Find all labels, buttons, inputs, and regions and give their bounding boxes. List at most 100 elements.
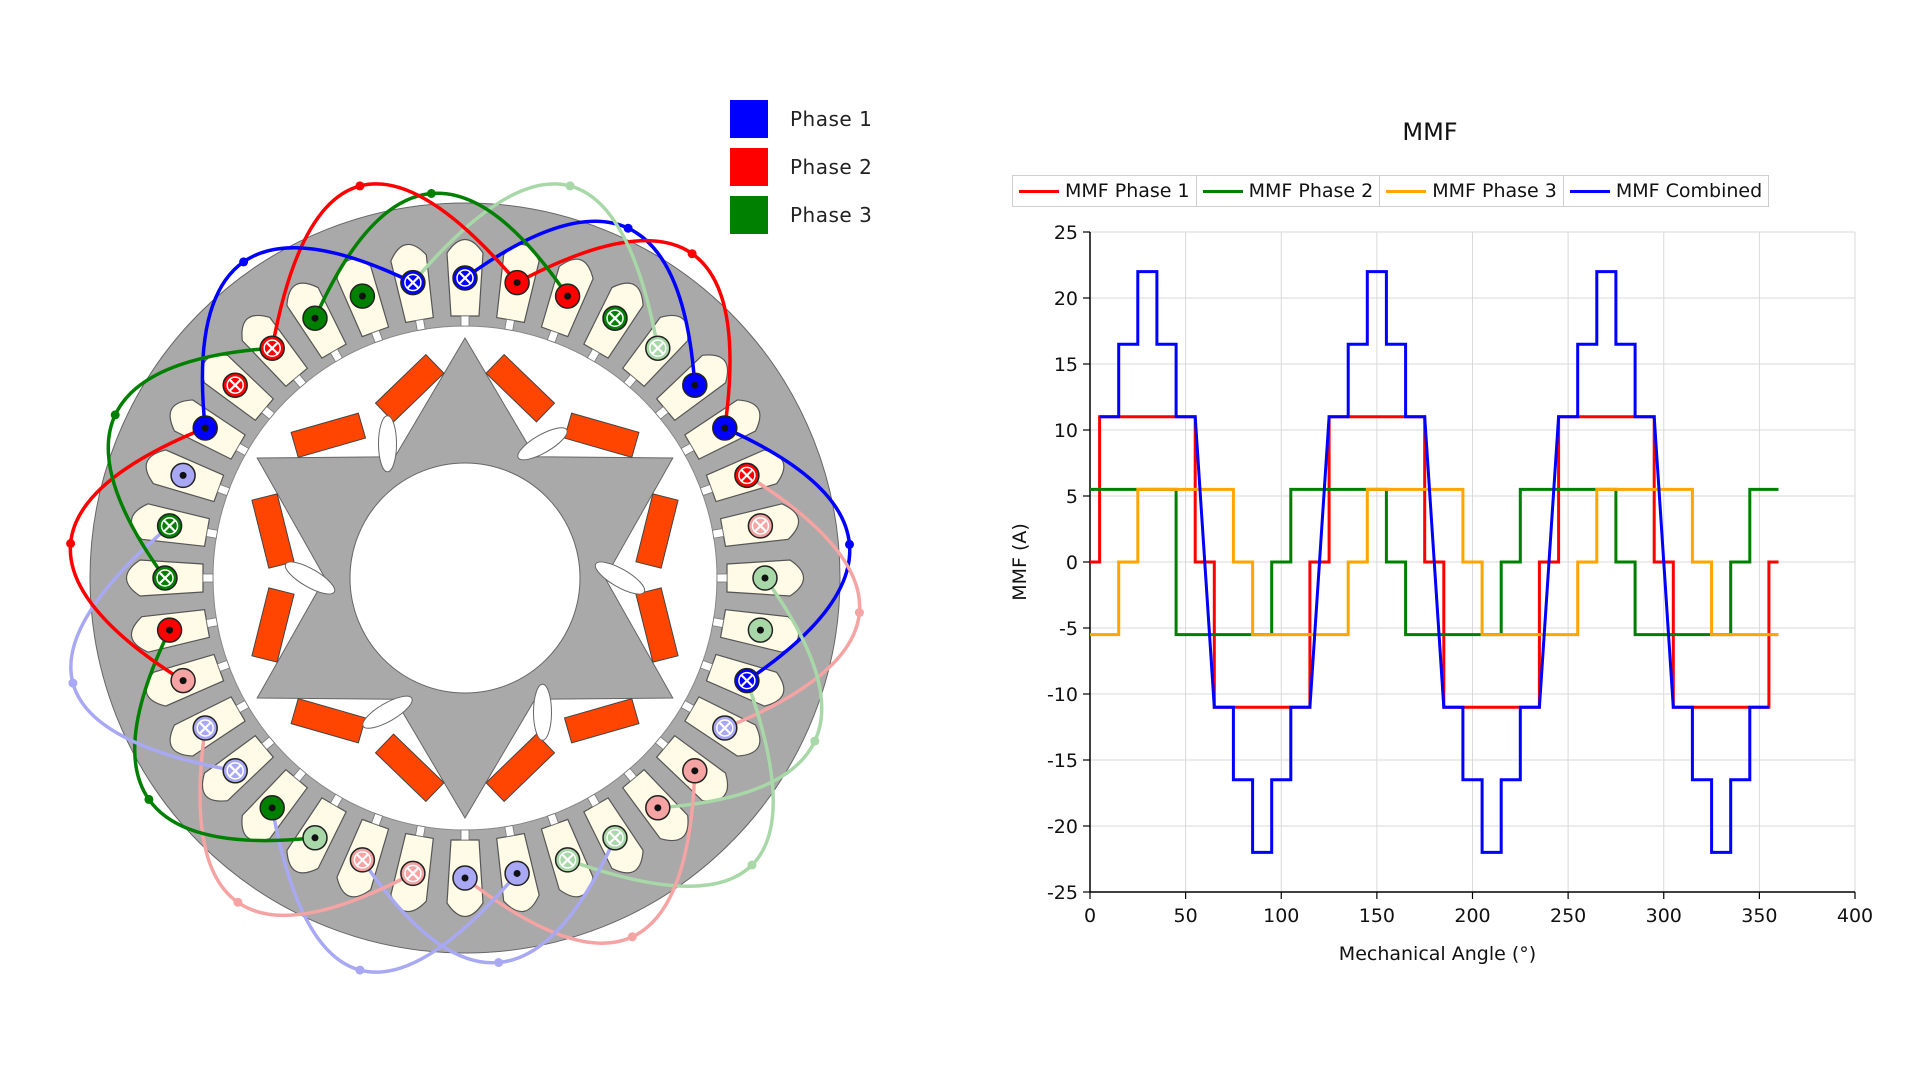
- y-tick-label: -5: [1059, 618, 1078, 640]
- cross-mark: [608, 831, 622, 845]
- cross-mark: [753, 519, 768, 533]
- dot-mark: [166, 626, 174, 634]
- slot-mouth: [504, 825, 515, 838]
- slot-mouth: [202, 573, 214, 583]
- series-line-mmf-phase-2: [1090, 487, 1779, 637]
- phase-legend: Phase 1 Phase 2 Phase 3: [730, 100, 872, 234]
- current-direction-arrow: [810, 736, 820, 746]
- rotor-magnet: [251, 493, 295, 569]
- chart-legend-label: MMF Phase 3: [1432, 180, 1557, 202]
- cross-mark: [560, 853, 575, 867]
- chart-legend-item: MMF Phase 1: [1013, 176, 1197, 206]
- cross-mark: [228, 764, 242, 778]
- x-tick-label: 50: [1174, 905, 1198, 927]
- conductor-into-page: [602, 305, 628, 331]
- dot-mark: [461, 874, 469, 882]
- current-direction-arrow: [233, 897, 243, 907]
- conductor-into-page: [554, 847, 581, 873]
- rotor-flux-barrier: [284, 561, 336, 595]
- conductor-into-page: [645, 335, 671, 361]
- slot-mouth: [586, 348, 601, 363]
- cross-mark: [228, 378, 242, 392]
- series-line-swatch: [1386, 189, 1427, 193]
- slot-mouth: [205, 617, 218, 628]
- current-direction-arrow: [627, 932, 637, 942]
- dot-mark: [358, 292, 366, 300]
- cross-mark: [198, 721, 212, 735]
- cross-mark: [265, 341, 279, 355]
- rotor-flux-barrier: [378, 415, 397, 473]
- slot-mouth: [371, 812, 384, 827]
- y-tick-label: -25: [1047, 882, 1078, 904]
- x-tick-label: 350: [1741, 905, 1777, 927]
- cross-ring: [226, 376, 244, 394]
- rotor-flux-barrier: [362, 695, 413, 729]
- cross-ring: [404, 864, 422, 883]
- cross-ring: [738, 671, 756, 690]
- legend-item-phase-1: Phase 1: [730, 100, 872, 138]
- rotor-magnet: [485, 353, 556, 423]
- y-tick-label: -15: [1047, 750, 1078, 772]
- conductor-out-of-page: [349, 283, 376, 309]
- slot-mouth: [654, 405, 669, 420]
- slot-mouth: [712, 528, 725, 539]
- slot-mouth: [716, 573, 728, 583]
- slot-mouth: [460, 315, 470, 327]
- dot-mark: [513, 869, 521, 877]
- current-direction-arrow: [355, 965, 365, 975]
- slot-mouth: [216, 659, 231, 672]
- slot-mouth: [261, 736, 276, 751]
- winding-end-turns: [66, 181, 864, 975]
- conductor-out-of-page: [170, 462, 196, 489]
- dot-mark: [654, 804, 662, 812]
- dot-mark: [268, 804, 276, 812]
- cross-ring: [160, 517, 179, 535]
- rotor-magnet: [563, 412, 640, 458]
- slot-mouth: [415, 825, 426, 838]
- legend-label: Phase 1: [790, 107, 873, 131]
- chart-legend-label: MMF Phase 1: [1065, 180, 1190, 202]
- current-direction-arrow: [565, 181, 575, 191]
- slot-mouth: [371, 329, 384, 344]
- conductor-out-of-page: [747, 617, 774, 643]
- conductor-into-page: [712, 715, 738, 741]
- magnet-block: [290, 698, 367, 744]
- rotor-magnet: [251, 587, 295, 663]
- slot-mouth: [699, 484, 714, 497]
- current-direction-arrow: [623, 223, 633, 233]
- slot-conductors: [152, 265, 778, 891]
- conductor-into-page: [222, 372, 248, 398]
- slot-mouth: [329, 793, 344, 808]
- slot-mouth: [235, 442, 250, 457]
- series-line-swatch: [1569, 189, 1610, 193]
- slot-mouth: [623, 767, 638, 782]
- cross-ring: [606, 829, 624, 847]
- current-direction-arrow: [144, 794, 154, 804]
- y-tick-label: 20: [1054, 288, 1078, 310]
- current-direction-arrow: [68, 678, 78, 688]
- current-direction-arrow: [355, 181, 365, 191]
- conductor-into-page: [156, 513, 183, 539]
- chart-legend-label: MMF Phase 2: [1248, 180, 1374, 202]
- conductor-out-of-page: [156, 617, 183, 643]
- conductor-into-page: [452, 265, 478, 291]
- cross-mark: [740, 468, 754, 483]
- conductor-out-of-page: [554, 283, 581, 309]
- magnet-block: [374, 353, 445, 423]
- conductor-out-of-page: [170, 667, 196, 694]
- y-tick-label: 5: [1066, 486, 1078, 508]
- slot-mouth: [329, 348, 344, 363]
- cross-ring: [353, 851, 372, 869]
- x-tick-label: 200: [1454, 905, 1490, 927]
- chart-legend-label: MMF Combined: [1615, 180, 1763, 202]
- dot-mark: [513, 279, 521, 287]
- phase-2-swatch: [730, 148, 768, 186]
- cross-ring: [716, 719, 734, 737]
- conductor-into-page: [747, 513, 774, 539]
- conductor-into-page: [222, 758, 248, 784]
- phase-1-swatch: [730, 100, 768, 138]
- rotor-flux-barrier: [517, 427, 568, 461]
- cross-ring: [196, 719, 214, 737]
- rotor-magnet: [374, 353, 445, 423]
